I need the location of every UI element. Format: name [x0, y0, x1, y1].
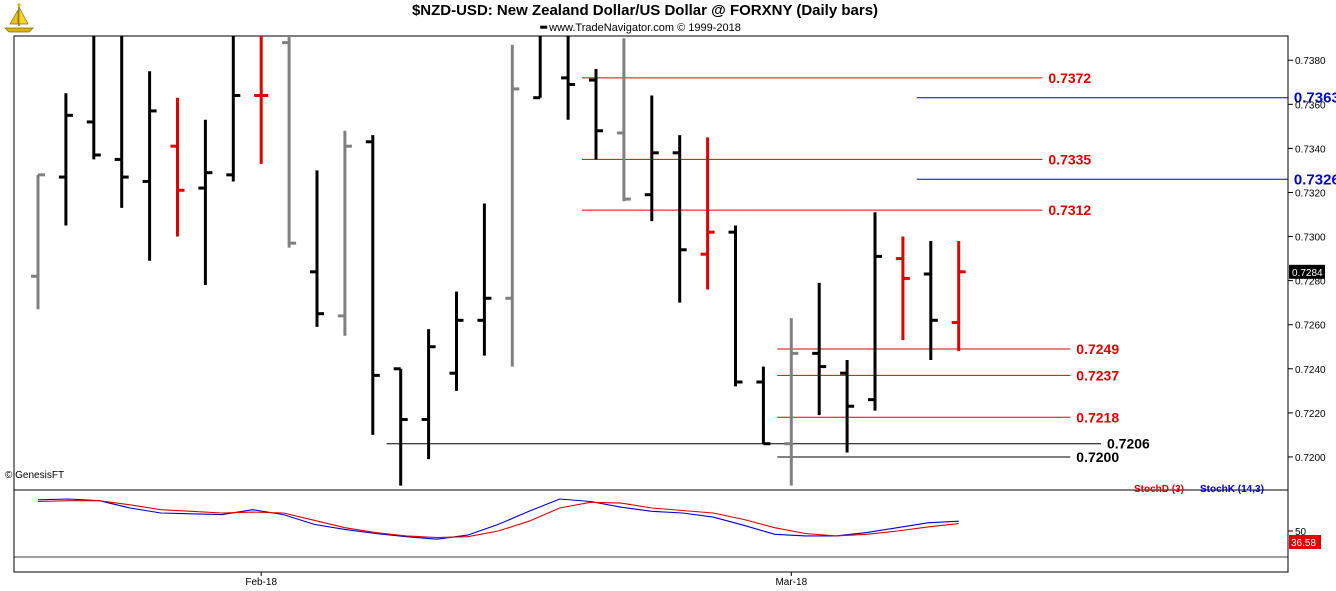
- last-price-label: 0.7284: [1292, 268, 1323, 279]
- chart-subtitle: www.TradeNavigator.com © 1999-2018: [549, 22, 741, 34]
- stochastic-panel: 50 StochD (3) StochK (14,3) 36.58: [14, 484, 1321, 558]
- chart-frame: [13, 35, 1289, 573]
- level-label: 0.7237: [1076, 367, 1119, 383]
- x-tick-label: Mar-18: [775, 577, 807, 588]
- y-tick-label: 0.7220: [1295, 409, 1326, 420]
- ohlc-bar: [310, 170, 324, 327]
- stoch-series-line: [37, 498, 959, 540]
- y-tick-label: 0.7320: [1295, 188, 1326, 199]
- y-tick-label: 0.7280: [1295, 277, 1326, 288]
- ohlc-bar: [449, 291, 464, 391]
- ohlc-bar: [170, 97, 185, 237]
- ohlc-bar: [951, 240, 966, 352]
- trade-navigator-logo: [2, 2, 36, 34]
- ohlc-bar: [254, 36, 269, 164]
- osc-tick-label: 50: [1295, 527, 1307, 538]
- ohlc-bar: [31, 173, 45, 310]
- price-bars: [31, 25, 966, 486]
- osc-last-value-box: [1289, 535, 1321, 550]
- ohlc-bar: [840, 359, 855, 453]
- ohlc-bar: [784, 318, 799, 486]
- level-label: 0.7312: [1048, 202, 1091, 218]
- osc-last-value-label: 36.58: [1291, 538, 1316, 549]
- ohlc-bar: [672, 135, 687, 303]
- ohlc-bar: [895, 236, 910, 341]
- date-axis: Feb-18 Mar-18: [245, 572, 808, 588]
- ohlc-bar: [589, 69, 603, 160]
- ohlc-bar: [226, 36, 241, 182]
- ohlc-bar: [644, 95, 659, 222]
- ohlc-bar: [756, 366, 771, 446]
- ohlc-bar: [58, 93, 73, 226]
- y-tick-label: 0.7340: [1295, 144, 1326, 155]
- level-label: 0.7335: [1048, 151, 1091, 167]
- y-tick-label: 0.7300: [1295, 233, 1326, 244]
- level-label: 0.7218: [1076, 409, 1119, 425]
- x-tick-label: Feb-18: [245, 577, 277, 588]
- ohlc-bar: [561, 36, 576, 120]
- ohlc-bar: [868, 212, 882, 411]
- ohlc-bar: [86, 36, 101, 160]
- stoch-series-line: [37, 500, 959, 539]
- level-label: 0.7363: [1294, 90, 1336, 107]
- ohlc-bar: [533, 25, 548, 100]
- ohlc-bar: [337, 130, 352, 336]
- level-label: 0.7206: [1107, 436, 1150, 452]
- ohlc-bar: [700, 137, 715, 290]
- y-tick-label: 0.7380: [1295, 56, 1326, 67]
- ohlc-bar: [198, 119, 213, 286]
- price-axis: 0.7200 0.7220 0.7240 0.7260 0.7280 0.7300 0.73…: [1288, 56, 1326, 464]
- ohlc-bar: [421, 329, 436, 460]
- ohlc-bar: [923, 240, 938, 360]
- ohlc-bar: [365, 135, 380, 435]
- ohlc-bar: [477, 203, 492, 356]
- level-label: 0.7326: [1294, 171, 1336, 188]
- ohlc-bar: [282, 36, 297, 248]
- y-tick-label: 0.7360: [1295, 100, 1326, 111]
- chart-title: $NZD-USD: New Zealand Dollar/US Dollar @…: [411, 2, 879, 19]
- watermark: © GenesisFT: [5, 470, 64, 481]
- level-label: 0.7200: [1076, 449, 1119, 465]
- ohlc-bar: [114, 36, 129, 208]
- ohlc-bar: [142, 71, 157, 261]
- plot-border: [13, 35, 1289, 573]
- ohlc-bar: [728, 225, 743, 387]
- y-tick-label: 0.7240: [1295, 365, 1326, 376]
- legend-entry: StochK (14,3): [1200, 484, 1264, 495]
- ohlc-bar: [393, 367, 408, 486]
- level-label: 0.7249: [1076, 341, 1119, 357]
- y-tick-label: 0.7260: [1295, 321, 1326, 332]
- ohlc-bar: [812, 282, 827, 416]
- legend-entry: StochD (3): [1134, 484, 1184, 495]
- ohlc-bar: [505, 44, 520, 367]
- ohlc-bar: [616, 38, 631, 202]
- price-levels: 0.7372 0.7363 0.7335 0.7326 0.7312 0.7249 0.72…: [386, 70, 1336, 465]
- last-price-box: [1289, 264, 1325, 279]
- y-tick-label: 0.7200: [1295, 453, 1326, 464]
- level-label: 0.7372: [1048, 70, 1091, 86]
